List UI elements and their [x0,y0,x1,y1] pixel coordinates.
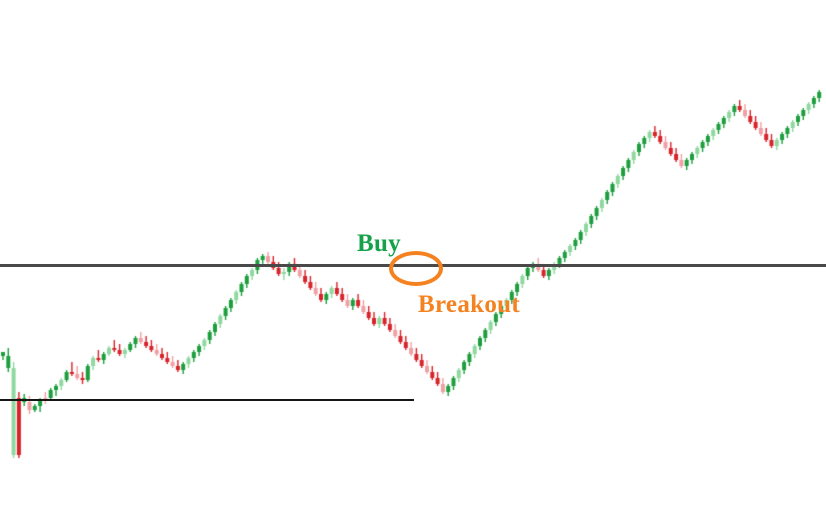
support-level-line [0,399,414,401]
breakout-annotation-label: Breakout [418,291,520,318]
buy-annotation-label: Buy [357,230,401,257]
breakout-highlight-ellipse [389,251,443,286]
